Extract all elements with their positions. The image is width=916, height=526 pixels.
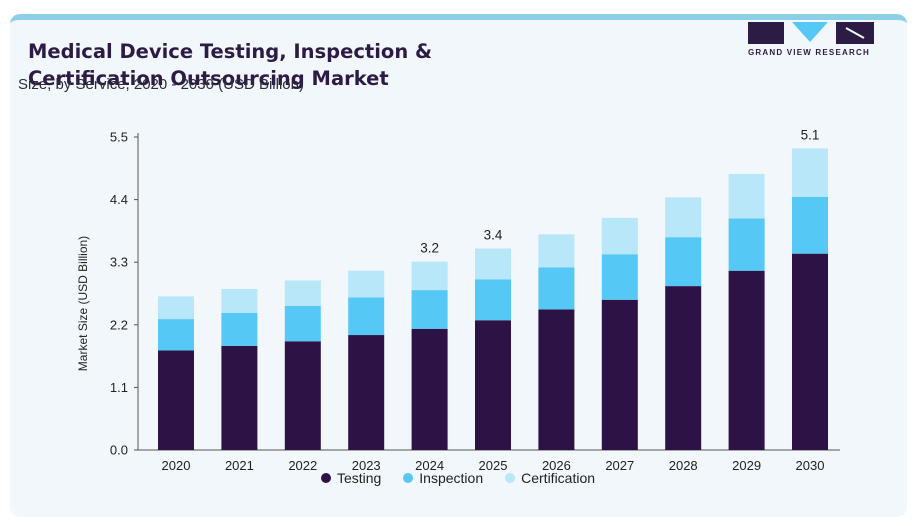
chart-bars	[158, 148, 828, 450]
grand-view-research-logo	[748, 22, 874, 44]
x-tick-label: 2030	[796, 458, 825, 473]
legend-label: Inspection	[419, 470, 484, 486]
legend-item-inspection: Inspection	[403, 470, 483, 486]
bar-certification-2023	[348, 270, 385, 298]
bar-testing-2024	[411, 328, 448, 450]
y-tick-label: 5.5	[110, 130, 128, 145]
y-tick-label: 0.0	[110, 443, 128, 458]
bar-certification-2020	[158, 296, 194, 320]
data-label-2030: 5.1	[801, 127, 820, 142]
bar-inspection-2025	[475, 279, 511, 321]
bar-inspection-2024	[411, 290, 448, 329]
legend-label: Certification	[521, 470, 596, 486]
bar-testing-2023	[348, 335, 385, 450]
bar-testing-2020	[158, 350, 194, 450]
logo-text: GRAND VIEW RESEARCH	[748, 48, 870, 57]
x-tick-label: 2022	[288, 458, 317, 473]
chart-title: Medical Device Testing, Inspection & Cer…	[28, 38, 548, 92]
bar-testing-2026	[538, 309, 575, 450]
bar-inspection-2020	[158, 319, 194, 351]
bar-inspection-2021	[221, 312, 258, 346]
legend-item-certification: Certification	[505, 470, 595, 486]
bar-certification-2028	[665, 197, 702, 238]
x-tick-label: 2021	[225, 458, 254, 473]
x-tick-label: 2024	[415, 458, 444, 473]
bar-certification-2022	[284, 280, 321, 307]
bar-certification-2026	[538, 234, 575, 268]
bar-inspection-2026	[538, 267, 575, 310]
bar-certification-2029	[728, 173, 765, 219]
logo-slash	[845, 27, 865, 39]
legend-swatch	[505, 473, 516, 483]
chart-title-line-2: Certification Outsourcing Market	[28, 67, 389, 90]
bar-inspection-2027	[601, 254, 638, 300]
bar-testing-2028	[665, 286, 702, 450]
bar-certification-2025	[475, 248, 511, 280]
y-tick-label: 1.1	[110, 380, 128, 395]
bar-testing-2029	[728, 270, 765, 450]
bar-inspection-2030	[792, 196, 828, 254]
bar-certification-2024	[411, 261, 448, 291]
x-tick-label: 2029	[732, 458, 761, 473]
x-tick-label: 2020	[162, 458, 191, 473]
bar-inspection-2028	[665, 237, 702, 287]
bar-testing-2022	[284, 341, 321, 450]
bar-inspection-2023	[348, 297, 385, 336]
legend-swatch	[320, 473, 331, 483]
chart-labels: 2020 2021 2022 2023 2024 2025 2026 2027 2028 2029…	[162, 127, 825, 473]
bar-testing-2030	[792, 253, 828, 450]
x-tick-label: 2026	[542, 458, 571, 473]
bar-certification-2027	[601, 217, 638, 255]
chart-axes: 0.0 1.1 2.2 3.3 4.4 5.5 Market Size (USD Billi…	[76, 130, 840, 458]
y-axis-label: Market Size (USD Billion)	[76, 236, 90, 371]
bar-inspection-2022	[284, 306, 321, 342]
chart-legend: Testing Inspection Certification	[0, 470, 916, 486]
x-tick-label: 2027	[605, 458, 634, 473]
legend-item-testing: Testing	[320, 470, 382, 486]
data-label-2025: 3.4	[484, 228, 503, 243]
data-label-2024: 3.2	[420, 241, 439, 256]
x-tick-label: 2023	[352, 458, 381, 473]
bar-certification-2021	[221, 288, 258, 313]
x-tick-label: 2025	[479, 458, 508, 473]
bar-testing-2025	[475, 320, 511, 450]
y-tick-label: 4.4	[110, 192, 128, 207]
bar-testing-2021	[221, 345, 258, 450]
chart-subtitle: Size, by Service, 2020 - 2030 (USD Billi…	[18, 76, 304, 93]
bar-testing-2027	[601, 299, 638, 450]
logo-chevron	[792, 22, 828, 42]
legend-swatch	[403, 473, 414, 483]
chart-title-line-1: Medical Device Testing, Inspection &	[28, 40, 432, 63]
y-tick-label: 3.3	[110, 255, 128, 270]
legend-label: Testing	[336, 470, 382, 486]
bar-certification-2030	[792, 148, 828, 197]
bar-inspection-2029	[728, 218, 765, 271]
logo-block-left	[748, 22, 784, 44]
y-tick-label: 2.2	[110, 317, 128, 332]
x-tick-label: 2028	[669, 458, 698, 473]
